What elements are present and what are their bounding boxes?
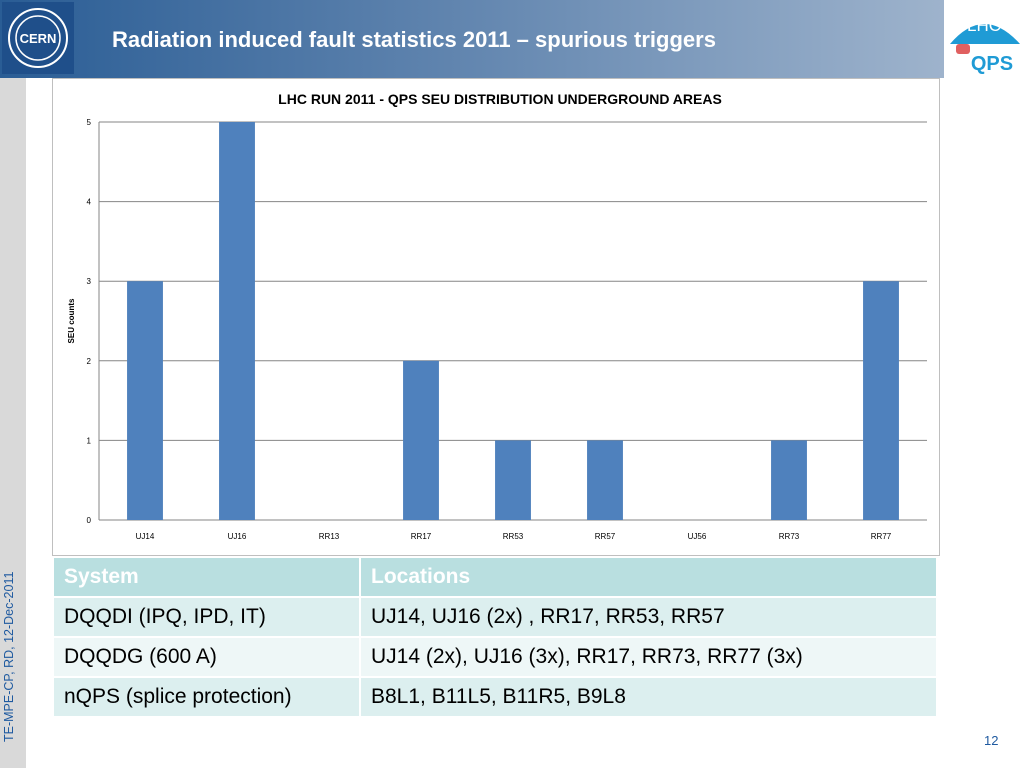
x-tick-label: UJ56 — [688, 532, 707, 541]
x-tick-label: RR77 — [871, 532, 892, 541]
x-tick-label: UJ14 — [136, 532, 155, 541]
table-cell-system: nQPS (splice protection) — [52, 676, 361, 718]
y-tick-label: 1 — [87, 436, 92, 445]
cern-logo-text: CERN — [20, 31, 57, 46]
table-header-row: System Locations — [52, 556, 938, 598]
seu-bar-chart: LHC RUN 2011 - QPS SEU DISTRIBUTION UNDE… — [52, 78, 940, 556]
bar-uj14 — [127, 281, 163, 520]
table-row: DQQDG (600 A) UJ14 (2x), UJ16 (3x), RR17… — [52, 636, 938, 678]
table-cell-locations: UJ14 (2x), UJ16 (3x), RR17, RR73, RR77 (… — [359, 636, 938, 678]
table-cell-system: DQQDI (IPQ, IPD, IT) — [52, 596, 361, 638]
table-row: DQQDI (IPQ, IPD, IT) UJ14, UJ16 (2x) , R… — [52, 596, 938, 638]
x-tick-label: UJ16 — [228, 532, 247, 541]
slide-title: Radiation induced fault statistics 2011 … — [112, 27, 716, 52]
x-tick-label: RR73 — [779, 532, 800, 541]
locations-table: System Locations DQQDI (IPQ, IPD, IT) UJ… — [52, 556, 938, 718]
side-footer-text: TE-MPE-CP, RD, 12-Dec-2011 — [2, 571, 16, 742]
bar-rr57 — [587, 440, 623, 520]
y-tick-label: 3 — [87, 277, 92, 286]
qps-logo-text: QPS — [971, 53, 1013, 75]
y-tick-label: 0 — [87, 516, 92, 525]
table-row: nQPS (splice protection) B8L1, B11L5, B1… — [52, 676, 938, 718]
bar-rr73 — [771, 440, 807, 520]
x-tick-label: RR53 — [503, 532, 524, 541]
x-tick-label: RR13 — [319, 532, 340, 541]
slide-header: CERN Radiation induced fault statistics … — [0, 0, 944, 78]
x-tick-label: RR57 — [595, 532, 616, 541]
lhc-logo-text: LHC — [967, 16, 1001, 35]
cern-logo: CERN — [2, 2, 74, 74]
lhc-qps-logo: LHC QPS — [944, 0, 1024, 78]
y-axis-label: SEU counts — [67, 298, 76, 343]
x-tick-label: RR17 — [411, 532, 432, 541]
bar-rr17 — [403, 360, 439, 520]
page-number: 12 — [984, 733, 999, 748]
bar-rr77 — [863, 281, 899, 520]
y-tick-label: 2 — [87, 357, 92, 366]
bar-rr53 — [495, 440, 531, 520]
table-cell-locations: B8L1, B11L5, B11R5, B9L8 — [359, 676, 938, 718]
y-tick-label: 5 — [87, 118, 92, 127]
chart-title: LHC RUN 2011 - QPS SEU DISTRIBUTION UNDE… — [278, 91, 722, 107]
table-cell-locations: UJ14, UJ16 (2x) , RR17, RR53, RR57 — [359, 596, 938, 638]
table-header-locations: Locations — [359, 556, 938, 598]
chart-svg: LHC RUN 2011 - QPS SEU DISTRIBUTION UNDE… — [67, 91, 927, 541]
bar-uj16 — [219, 122, 255, 520]
table-cell-system: DQQDG (600 A) — [52, 636, 361, 678]
y-tick-label: 4 — [87, 198, 92, 207]
side-strip — [0, 78, 26, 768]
table-header-system: System — [52, 556, 361, 598]
